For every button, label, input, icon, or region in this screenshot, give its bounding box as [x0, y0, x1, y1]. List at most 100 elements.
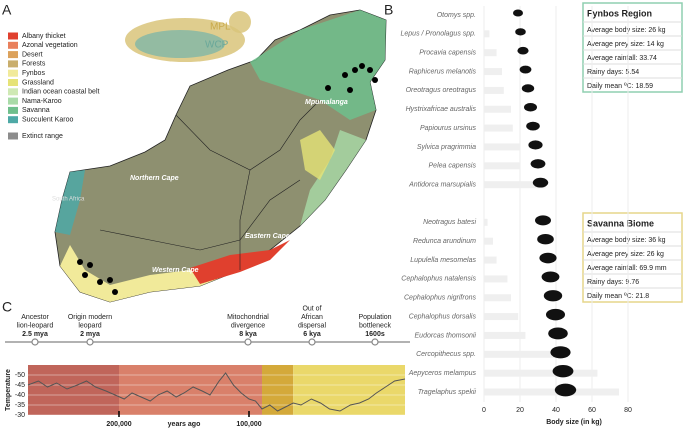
event-date: 2.5 mya: [22, 331, 48, 338]
category-label: Otomys spp.: [437, 12, 476, 19]
bar: [484, 237, 493, 245]
country-label: South Africa: [52, 197, 85, 203]
category-label: Papiourus ursinus: [420, 125, 477, 132]
event-label: leopard: [78, 322, 101, 329]
legend-swatch: [8, 32, 18, 40]
animal-icon: [526, 121, 540, 131]
animal-icon: [541, 271, 560, 283]
animal-icon: [550, 346, 571, 359]
category-label: Redunca arundinum: [413, 238, 476, 245]
category-label: Lupulella mesomelas: [410, 257, 476, 264]
event-date: 6 kya: [303, 331, 321, 338]
x-tick-label: 80: [624, 407, 632, 414]
timeline-event: [371, 338, 379, 346]
event-label: bottleneck: [359, 322, 391, 329]
event-label: Out of: [302, 305, 321, 312]
temperature-line: [27, 372, 406, 412]
era-band: [119, 365, 262, 415]
legend-label: Albany thicket: [22, 33, 66, 40]
x-tick-label: 200,000: [106, 421, 131, 428]
legend-swatch: [8, 88, 18, 96]
panel-letter: B: [384, 2, 393, 18]
legend-swatch: [8, 51, 18, 59]
bar: [484, 313, 519, 321]
bar: [484, 256, 497, 264]
bar: [484, 218, 488, 226]
info-line: Rainy days: 5.54: [587, 69, 639, 76]
event-label: Mitochondrial: [227, 314, 269, 321]
x-axis-label: Body size (in kg): [546, 419, 602, 426]
sample-points: [77, 63, 378, 295]
category-label: Cercopithecus spp.: [416, 351, 476, 358]
timeline-event: [31, 338, 39, 346]
bar: [484, 331, 526, 339]
animal-icon: [515, 28, 526, 36]
bar: [484, 124, 513, 132]
category-label: Neotragus batesi: [423, 219, 476, 226]
info-line: Average prey size: 26 kg: [587, 251, 664, 258]
animal-icon: [528, 140, 543, 150]
category-label: Cephalophus nigrifrons: [404, 295, 476, 302]
info-line: Rainy days: 9.76: [587, 279, 639, 286]
event-label: Population: [358, 314, 391, 321]
bar: [484, 105, 511, 113]
info-line: Average rainfall: 69.9 mm: [587, 265, 667, 272]
bar: [484, 388, 619, 396]
legend-label: Succulent Karoo: [22, 117, 73, 124]
info-line: Daily mean ºC: 21.8: [587, 293, 649, 300]
legend-label: Indian ocean coastal belt: [22, 89, 99, 96]
animal-icon: [521, 84, 535, 93]
bar: [484, 162, 520, 170]
succulent-area: [55, 170, 85, 235]
legend-label: Grassland: [22, 79, 54, 86]
animal-icon: [530, 159, 546, 169]
category-label: Aepyceros melampus: [408, 370, 477, 377]
legend-label: Forests: [22, 61, 46, 68]
era-band: [293, 365, 405, 415]
category-label: Oreotragus oreotragus: [406, 87, 477, 94]
savanna-area: [250, 10, 386, 120]
event-date: 2 mya: [80, 331, 100, 338]
info-title: Fynbos Region: [587, 8, 652, 18]
x-tick-label: 0: [482, 407, 486, 414]
x-tick-label: 40: [552, 407, 560, 414]
category-label: Lepus / Pronolagus spp.: [401, 31, 477, 38]
animal-icon: [535, 215, 551, 226]
era-band: [28, 365, 119, 415]
event-date: 8 kya: [239, 331, 257, 338]
animal-icon: [517, 46, 529, 55]
info-box: [582, 212, 683, 303]
province-label: Mpumalanga: [305, 99, 348, 106]
event-label: divergence: [231, 322, 265, 329]
province-label: Northern Cape: [130, 175, 179, 182]
animal-icon: [554, 383, 577, 397]
category-label: Tragelaphus spekii: [418, 389, 477, 396]
legend-swatch: [8, 97, 18, 105]
animal-icon: [537, 234, 554, 245]
grassland-area: [300, 130, 335, 180]
panel-letter: A: [2, 2, 12, 18]
event-label: Origin modern: [68, 314, 112, 321]
era-band: [262, 365, 294, 415]
category-label: Raphicerus melanotis: [409, 68, 477, 75]
province-label: Western Cape: [152, 267, 199, 274]
bar: [484, 350, 560, 358]
legend-label: Desert: [22, 51, 43, 58]
legend-label: Nama-Karoo: [22, 98, 62, 105]
animal-icon: [524, 103, 537, 112]
legend-swatch: [8, 132, 18, 140]
animal-icon: [546, 308, 565, 321]
event-label: Ancestor: [21, 314, 49, 321]
animal-icon: [513, 9, 523, 17]
x-tick-label: 60: [588, 407, 596, 414]
category-label: Antidorca marsupialis: [408, 181, 476, 188]
province-border: [239, 169, 251, 270]
category-label: Sylvica pragrimmia: [417, 144, 476, 151]
info-title: Savanna Biome: [587, 218, 654, 228]
info-line: Average body size: 26 kg: [587, 27, 666, 34]
bar: [484, 68, 502, 76]
x-tick-label: 20: [516, 407, 524, 414]
event-label: dispersal: [298, 322, 326, 329]
y-tick-label: -35: [15, 402, 25, 409]
x-axis-label: years ago: [168, 421, 201, 428]
